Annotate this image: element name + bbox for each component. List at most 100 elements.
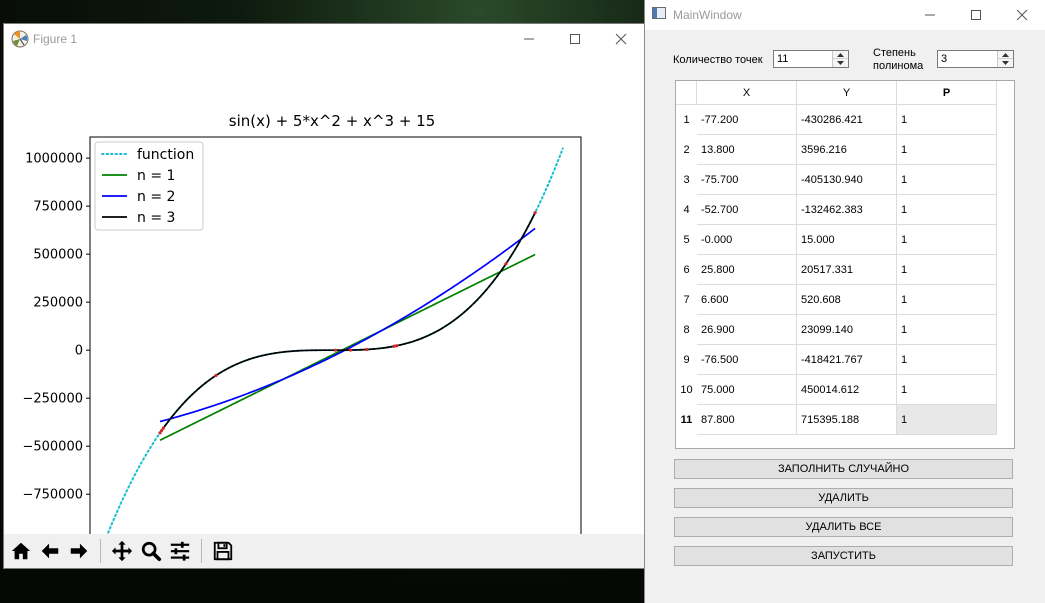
row-header[interactable]: 5 [683,234,690,246]
cell-x[interactable]: 6.600 [697,285,797,315]
delete-button[interactable]: УДАЛИТЬ [674,488,1013,508]
cell-p[interactable]: 1 [897,345,997,375]
figure-maximize-button[interactable] [552,24,598,54]
row-header[interactable]: 1 [683,114,690,126]
legend-label: n = 1 [137,168,175,184]
cell-y[interactable]: -405130.940 [797,165,897,195]
series-line [159,212,536,434]
cell-p[interactable]: 1 [897,375,997,405]
cell-x[interactable]: 87.800 [697,405,797,435]
table-row[interactable]: 8 26.900 23099.140 1 [676,315,997,345]
cell-p[interactable]: 1 [897,405,997,435]
configure-subplots-icon [170,541,190,561]
cell-x[interactable]: -0.000 [697,225,797,255]
cell-y[interactable]: 20517.331 [797,255,897,285]
cell-x[interactable]: 75.000 [697,375,797,405]
table-row[interactable]: 10 75.000 450014.612 1 [676,375,997,405]
main-maximize-button[interactable] [953,0,999,30]
table-row[interactable]: 6 25.800 20517.331 1 [676,255,997,285]
points-count-value[interactable]: 11 [777,53,789,65]
cell-y[interactable]: 520.608 [797,285,897,315]
cell-x[interactable]: 26.900 [697,315,797,345]
row-header[interactable]: 10 [680,384,693,396]
cell-y[interactable]: -418421.767 [797,345,897,375]
column-header-x[interactable]: X [697,81,797,105]
cell-x[interactable]: 25.800 [697,255,797,285]
cell-p[interactable]: 1 [897,285,997,315]
figure-close-button[interactable] [598,24,644,54]
points-count-label: Количество точек [673,54,763,66]
data-point [214,374,218,378]
table-row[interactable]: 7 6.600 520.608 1 [676,285,997,315]
delete-all-button[interactable]: УДАЛИТЬ ВСЕ [674,517,1013,537]
column-header-y[interactable]: Y [797,81,897,105]
spin-arrows [832,51,848,67]
pan-button[interactable] [108,537,136,565]
cell-y[interactable]: 715395.188 [797,405,897,435]
save-button[interactable] [209,537,237,565]
cell-x[interactable]: -76.500 [697,345,797,375]
figure-minimize-button[interactable] [506,24,552,54]
points-count-up[interactable] [833,51,848,59]
run-button[interactable]: ЗАПУСТИТЬ [674,546,1013,566]
plot-canvas[interactable]: sin(x) + 5*x^2 + x^3 + 15 −100−75−50−250… [4,54,644,534]
cell-x[interactable]: -75.700 [697,165,797,195]
points-count-spinbox[interactable]: 11 [773,50,849,68]
row-header[interactable]: 6 [683,264,690,276]
cell-y[interactable]: 23099.140 [797,315,897,345]
cell-y[interactable]: -132462.383 [797,195,897,225]
table-row[interactable]: 5 -0.000 15.000 1 [676,225,997,255]
cell-y[interactable]: 450014.612 [797,375,897,405]
cell-p[interactable]: 1 [897,315,997,345]
table-row[interactable]: 9 -76.500 -418421.767 1 [676,345,997,375]
figure-titlebar[interactable]: Figure 1 [4,24,644,54]
navigation-toolbar [4,534,644,568]
main-close-button[interactable] [999,0,1045,30]
cell-y[interactable]: 15.000 [797,225,897,255]
back-button[interactable] [36,537,64,565]
cell-x[interactable]: -52.700 [697,195,797,225]
row-header[interactable]: 11 [680,414,693,426]
cell-p[interactable]: 1 [897,135,997,165]
table-row[interactable]: 3 -75.700 -405130.940 1 [676,165,997,195]
table-row[interactable]: 1 -77.200 -430286.421 1 [676,105,997,135]
save-icon [213,541,233,561]
cell-p[interactable]: 1 [897,105,997,135]
row-header[interactable]: 7 [683,294,690,306]
table-row[interactable]: 4 -52.700 -132462.383 1 [676,195,997,225]
plot-lines [107,147,564,534]
fill-random-button[interactable]: ЗАПОЛНИТЬ СЛУЧАЙНО [674,459,1013,479]
cell-x[interactable]: -77.200 [697,105,797,135]
table-corner[interactable] [676,81,697,105]
cell-y[interactable]: -430286.421 [797,105,897,135]
degree-down[interactable] [998,59,1013,67]
degree-value[interactable]: 3 [941,53,948,65]
configure-subplots-button[interactable] [166,537,194,565]
x-axis-label: x [328,533,336,534]
cell-p[interactable]: 1 [897,225,997,255]
forward-button[interactable] [65,537,93,565]
main-minimize-button[interactable] [907,0,953,30]
zoom-button[interactable] [137,537,165,565]
figure-window: Figure 1 sin(x) + 5*x^2 + x^3 + 15 −100−… [4,24,644,568]
degree-up[interactable] [998,51,1013,59]
column-header-p[interactable]: P [897,81,997,105]
points-count-down[interactable] [833,59,848,67]
row-header[interactable]: 2 [683,144,690,156]
data-point [333,348,338,352]
cell-p[interactable]: 1 [897,255,997,285]
row-header[interactable]: 8 [683,324,690,336]
row-header[interactable]: 4 [683,204,690,216]
table-row[interactable]: 2 13.800 3596.216 1 [676,135,997,165]
cell-x[interactable]: 13.800 [697,135,797,165]
cell-p[interactable]: 1 [897,195,997,225]
main-titlebar[interactable]: MainWindow [645,0,1045,30]
points-table[interactable]: X Y P 1 -77.200 -430286.421 1 2 13.800 3596.21… [675,80,1015,449]
table-row[interactable]: 11 87.800 715395.188 1 [676,405,997,435]
row-header[interactable]: 3 [683,174,690,186]
cell-y[interactable]: 3596.216 [797,135,897,165]
cell-p[interactable]: 1 [897,165,997,195]
degree-spinbox[interactable]: 3 [937,50,1014,68]
home-button[interactable] [7,537,35,565]
row-header[interactable]: 9 [683,354,690,366]
